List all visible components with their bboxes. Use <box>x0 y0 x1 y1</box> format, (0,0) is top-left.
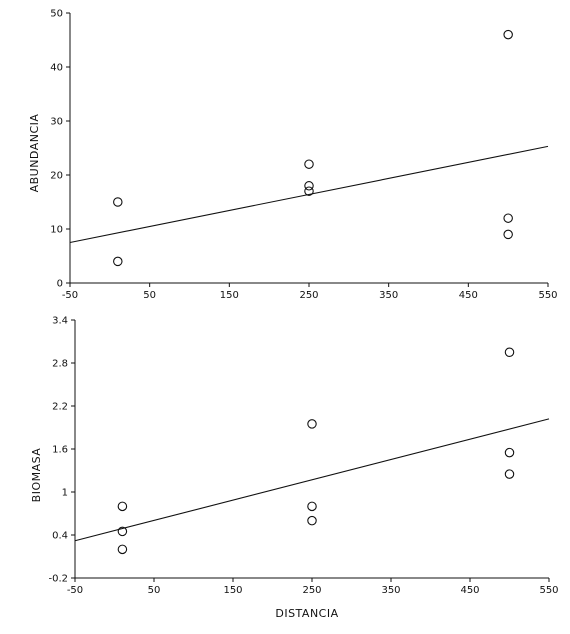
biomasa-data-point <box>307 515 317 526</box>
abundancia-data-point <box>113 197 123 207</box>
biomasa-y-tick-label: 1 <box>62 488 68 499</box>
biomasa-y-tick-label: 2.2 <box>52 402 68 413</box>
biomasa-panel: -50 50 150 250 350 450 550 -0.2 0.4 1 1.6 2.2 2.8 3.4… <box>30 316 559 621</box>
biomasa-x-tick-label: -50 <box>67 585 83 596</box>
biomasa-y-tick-label: -0.2 <box>48 574 68 585</box>
abundancia-y-axis-title: ABUNDANCIA <box>28 114 41 193</box>
biomasa-y-axis-title: BIOMASA <box>30 448 43 503</box>
biomasa-regression-line <box>74 418 550 542</box>
abundancia-x-tick-label: 350 <box>379 290 398 301</box>
biomasa-x-axis-title: DISTANCIA <box>275 607 338 620</box>
abundancia-data-point <box>304 186 314 196</box>
biomasa-y-tick-label: 3.4 <box>52 316 68 327</box>
biomasa-data-point <box>307 419 317 429</box>
abundancia-data-point <box>503 29 513 40</box>
abundancia-data-point <box>503 213 513 223</box>
abundancia-x-tick-label: 450 <box>459 290 478 301</box>
abundancia-y-tick-label: 30 <box>50 117 63 128</box>
abundancia-data-point <box>503 229 513 240</box>
abundancia-regression-line <box>69 145 549 244</box>
biomasa-x-tick-label: 450 <box>460 585 479 596</box>
abundancia-x-tick-label: 250 <box>299 290 318 301</box>
biomasa-data-point <box>307 501 317 512</box>
biomasa-y-tick-label: 0.4 <box>52 531 68 542</box>
biomasa-data-point <box>504 469 515 479</box>
abundancia-y-tick-label: 40 <box>50 63 63 74</box>
abundancia-x-tick-label: 50 <box>143 290 156 301</box>
biomasa-x-tick-label: 150 <box>223 585 242 596</box>
abundancia-data-point <box>113 256 123 267</box>
biomasa-y-tick-label: 1.6 <box>52 445 68 456</box>
abundancia-x-tick-label: 550 <box>538 290 557 301</box>
biomasa-data-point <box>117 544 128 555</box>
abundancia-y-tick-label: 50 <box>50 9 63 20</box>
biomasa-y-tick-label: 2.8 <box>52 359 68 370</box>
biomasa-data-point <box>117 501 128 512</box>
abundancia-data-point <box>304 181 314 191</box>
biomasa-data-point <box>504 447 515 458</box>
abundancia-y-tick-label: 0 <box>57 279 63 290</box>
abundancia-y-tick-label: 10 <box>50 225 63 236</box>
abundancia-y-tick-label: 20 <box>50 171 63 182</box>
biomasa-x-tick-label: 50 <box>148 585 161 596</box>
abundancia-data-point <box>304 159 314 169</box>
biomasa-data-point <box>117 526 128 537</box>
biomasa-x-tick-label: 350 <box>381 585 400 596</box>
biomasa-x-tick-label: 550 <box>539 585 558 596</box>
biomasa-x-tick-label: 250 <box>302 585 321 596</box>
abundancia-x-tick-label: -50 <box>62 290 78 301</box>
biomasa-data-point <box>504 347 515 357</box>
abundancia-panel: -50 50 150 250 350 450 550 0 10 20 30 40 50 ABUNDANCI… <box>28 9 558 302</box>
abundancia-x-tick-label: 150 <box>220 290 239 301</box>
